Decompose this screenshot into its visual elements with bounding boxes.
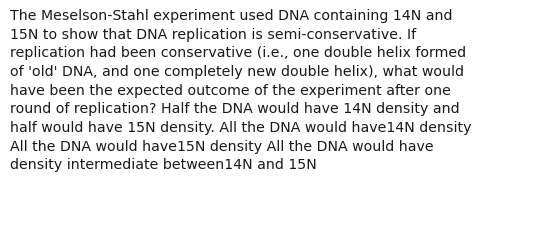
Text: The Meselson-Stahl experiment used DNA containing 14N and
15N to show that DNA r: The Meselson-Stahl experiment used DNA c… — [10, 9, 472, 172]
